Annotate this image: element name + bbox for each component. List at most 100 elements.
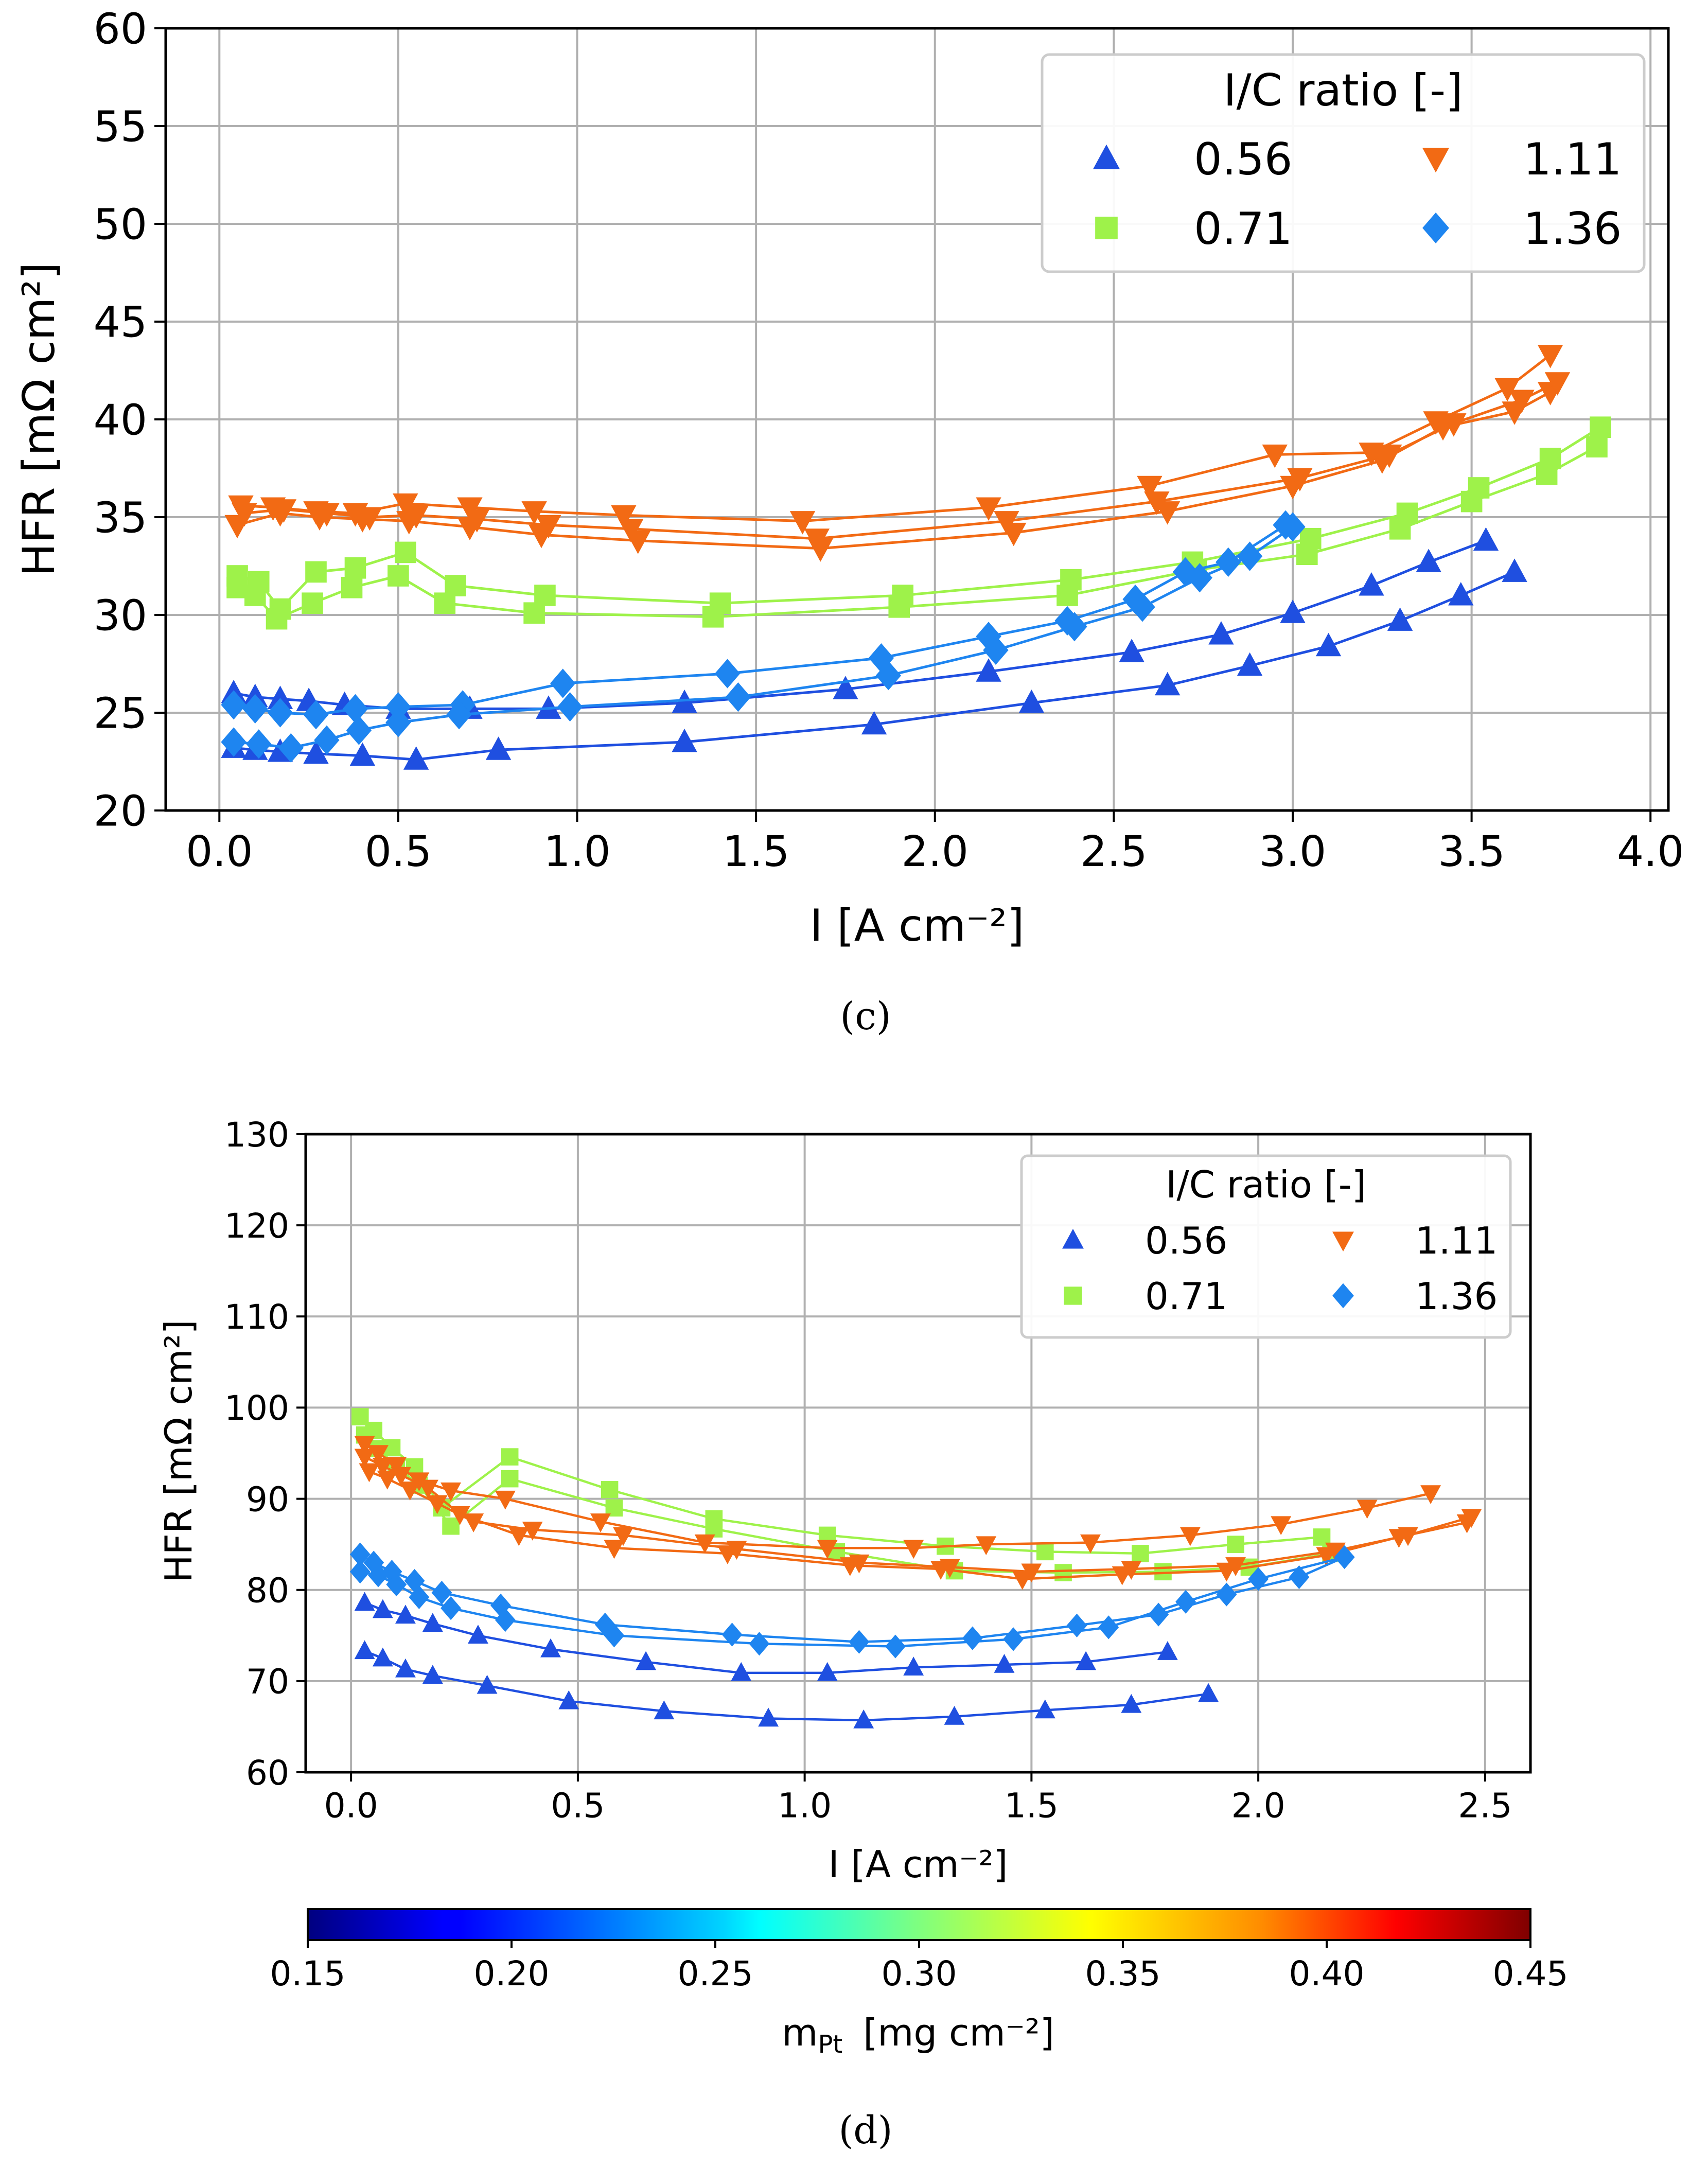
y-tick-label: 80 [246,1571,289,1610]
data-point [1187,563,1212,593]
x-tick-label: 3.0 [1259,827,1326,876]
data-point [1509,390,1535,413]
data-point [1586,436,1608,457]
data-point [636,1651,657,1670]
data-point [501,1470,519,1488]
data-point [1121,1561,1142,1580]
data-point [1132,1545,1149,1562]
legend-entry-1.11: 1.11 [1332,1219,1498,1262]
series-line [237,391,1551,550]
data-point [1237,541,1263,571]
data-point [386,1457,407,1476]
data-point [399,1482,420,1501]
data-point [1359,572,1384,596]
data-point [422,1613,443,1632]
data-point [758,1707,779,1727]
x-tick-label: 1.5 [723,827,789,876]
legend: I/C ratio [-] 0.56 0.71 1.11 1.36 [1020,1154,1512,1339]
data-point [1325,1542,1346,1562]
data-point [303,700,329,730]
colorbar-tick-label: 0.30 [882,1954,957,1994]
data-point [1537,345,1563,368]
data-point [550,668,576,698]
data-point [1066,1613,1087,1637]
data-point [1248,1567,1269,1591]
data-point [1036,1543,1054,1561]
data-point [359,1463,380,1483]
y-tick-label: 130 [224,1115,289,1155]
series-0.56-1 [354,1640,1219,1729]
y-axis-label: HFR [mΩ cm²] [157,1319,200,1582]
data-point [1237,652,1263,676]
data-point [601,1481,619,1498]
data-point [1198,1683,1219,1702]
data-point [804,528,830,552]
legend-marker [1064,1286,1082,1305]
data-point [244,585,266,606]
legend-label: 1.36 [1523,203,1622,255]
legend: I/C ratio [-] 0.56 0.71 1.11 1.36 [1041,53,1646,273]
data-point [1315,632,1342,657]
y-tick-label: 60 [94,5,147,54]
data-point [1179,1527,1201,1546]
x-ticks: 0.0 0.5 1.0 1.5 2.0 2.5 3.0 3.5 4.0 [186,810,1684,876]
data-point [557,692,583,722]
data-point [377,1470,398,1490]
data-point [618,519,644,542]
data-point [789,511,816,535]
data-point [357,507,382,531]
data-point [442,1517,460,1535]
data-point [246,729,272,759]
data-point [613,1527,633,1546]
data-point [1012,1571,1033,1590]
colorbar-label-unit: [mg cm⁻²] [863,2011,1054,2054]
data-point [305,561,327,583]
data-point [939,1559,960,1578]
x-tick-label: 0.5 [551,1786,605,1825]
x-tick-label: 0.5 [365,827,432,876]
x-axis-label: I [A cm⁻²] [828,1843,1008,1886]
series-1.36-8 [221,512,1306,763]
data-point [495,1490,516,1510]
data-point [672,729,697,752]
panel-d: 0.0 0.5 1.0 1.5 2.0 2.5 60708090100110120130 … [157,1115,1568,2153]
data-point [368,1563,389,1588]
data-point [1144,491,1170,515]
data-point [1054,1564,1072,1581]
data-point [1018,690,1045,713]
data-point [604,1540,625,1559]
series-line [240,354,1552,523]
legend-title: I/C ratio [-] [1166,1163,1366,1206]
colorbar-label-symbol: m [782,2011,818,2054]
data-point [1296,543,1318,565]
data-point [1157,1641,1178,1660]
legend-entry-0.71: 0.71 [1095,203,1292,255]
colorbar-tick-label: 0.45 [1493,1954,1569,1994]
data-point [1334,1545,1355,1570]
data-point [702,606,724,628]
caption-c: (c) [840,994,891,1038]
legend-marker [1062,1228,1084,1249]
y-tick-label: 70 [246,1662,289,1702]
series-0.71-2 [351,1408,1331,1562]
data-point [725,682,751,712]
series-group [349,1408,1482,1729]
data-point [403,505,429,529]
data-point [441,1596,462,1620]
data-point [1377,444,1402,468]
y-tick-label: 40 [94,396,147,445]
data-point [427,1495,448,1514]
data-point [1460,490,1483,513]
data-point [1034,1699,1055,1719]
y-tick-label: 20 [94,787,147,836]
legend-entry-1.11: 1.11 [1422,134,1622,185]
data-point [457,497,483,521]
series-1.11-5 [224,382,1563,562]
y-tick-label: 120 [224,1206,289,1246]
series-1.11-6 [232,372,1571,552]
data-point [976,658,1001,682]
data-point [1175,1590,1196,1614]
data-point [994,1653,1015,1673]
data-point [1359,443,1384,466]
